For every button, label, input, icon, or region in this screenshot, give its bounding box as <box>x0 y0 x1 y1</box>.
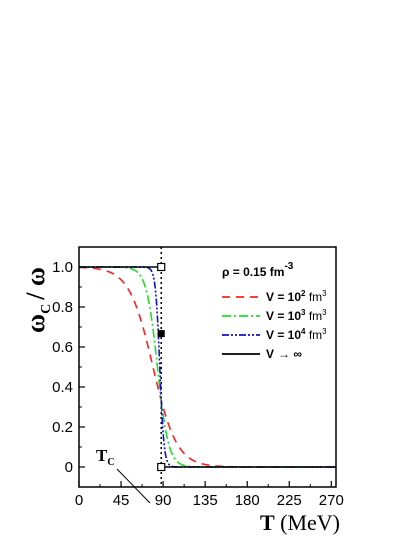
y-tick-label: 0.6 <box>52 339 73 356</box>
x-axis-title-main: T <box>260 510 275 535</box>
x-axis-title: T (MeV) <box>260 510 340 535</box>
ticks: 0 45 90 135 180 225 270 0 0.2 0.4 0.6 0.8 1.0 <box>52 259 344 509</box>
x-tick-label: 90 <box>155 492 172 509</box>
plot-frame <box>78 246 337 488</box>
y-axis-title-sub: C <box>39 304 54 314</box>
legend-label-3: V → ∞ <box>266 347 302 361</box>
y-tick-label: 0 <box>65 459 73 476</box>
markers <box>157 262 166 472</box>
svg-text:ωC/ ω: ωC / ω <box>21 267 54 333</box>
legend-label-1: V = 103 fm3 <box>266 308 327 323</box>
filled-square-marker <box>157 330 165 338</box>
y-tick-label: 0.4 <box>52 379 73 396</box>
y-tick-label: 0.2 <box>52 419 73 436</box>
y-tick-label: 0.8 <box>52 299 73 316</box>
tc-label-sub: C <box>107 457 114 468</box>
legend-label-2: V = 104 fm3 <box>266 327 327 342</box>
x-tick-label: 135 <box>193 492 218 509</box>
y-axis-title-omega: ω <box>21 314 50 333</box>
legend-title: ρ = 0.15 fm-3 <box>222 261 294 279</box>
tc-pointer-line <box>116 468 151 504</box>
curves <box>78 247 336 487</box>
y-axis-title: ωC / ω <box>21 267 54 333</box>
legend-title-text: ρ = 0.15 fm <box>222 265 284 279</box>
legend-title-sup: -3 <box>284 261 293 272</box>
legend-label-0: V = 102 fm3 <box>266 289 327 304</box>
x-tick-label: 0 <box>75 492 83 509</box>
open-square-marker <box>157 462 166 472</box>
x-tick-label: 270 <box>319 492 344 509</box>
x-axis-title-unit: (MeV) <box>280 510 340 535</box>
legend-entries: V = 102 fm3 V = 103 fm3 V = 104 fm3 V → ∞ <box>222 289 327 361</box>
tc-label-main: T <box>96 446 108 465</box>
x-tick-label: 225 <box>277 492 302 509</box>
series-line-3 <box>79 266 336 468</box>
x-tick-label: 45 <box>113 492 130 509</box>
y-axis-title-rest: / ω <box>21 267 50 301</box>
tc-label: TC <box>96 446 115 468</box>
y-tick-label: 1.0 <box>52 259 73 276</box>
x-tick-label: 180 <box>235 492 260 509</box>
open-square-marker <box>157 262 166 272</box>
